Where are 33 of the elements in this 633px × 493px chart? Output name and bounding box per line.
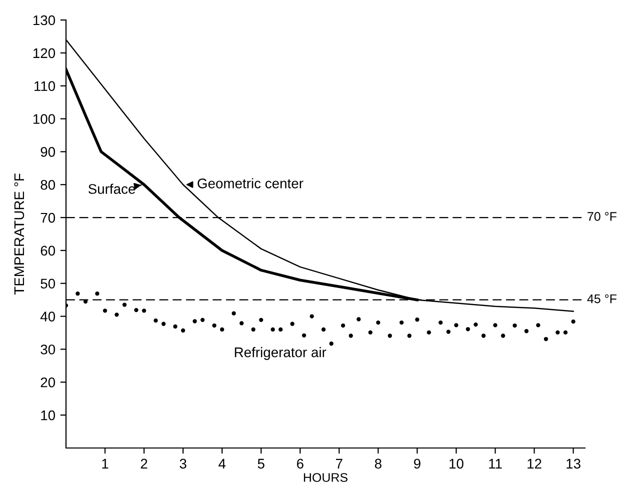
y-tick-label: 40 [40,312,56,322]
y-tick-label: 90 [40,147,56,157]
ref-line-label: 45 °F [587,294,616,304]
x-tick-label: 8 [374,458,382,469]
y-tick-label: 120 [33,48,56,58]
y-tick-label: 30 [40,344,56,354]
x-tick-label: 6 [296,458,304,469]
y-tick-label: 130 [33,15,56,26]
y-tick-label: 20 [40,377,56,388]
x-tick-label: 10 [450,458,464,469]
x-tick-label: 1 [102,458,108,468]
x-axis-title: HOURS [304,473,348,482]
x-tick-label: 2 [140,458,148,468]
ref-line-label: 70 °F [588,212,616,221]
x-tick-label: 3 [180,458,186,469]
y-tick-label: 80 [40,180,56,190]
y-tick-label: 100 [33,114,56,124]
y-tick-label: 70 [40,212,56,223]
y-axis-title: TEMPERATURE °F [14,174,24,295]
x-tick-label: 7 [336,458,342,468]
x-tick-label: 5 [258,458,264,469]
series-label: Surface [88,184,136,194]
x-tick-label: 12 [528,458,542,468]
x-tick-label: 13 [566,458,580,469]
x-tick-label: 11 [489,458,502,468]
x-tick-label: 4 [218,458,226,468]
legend-label: Geometric center [198,178,304,188]
y-tick-label: 60 [40,246,56,256]
y-tick-label: 110 [34,81,56,92]
x-tick-label: 9 [414,458,420,469]
series-label: Refrigerator air [234,347,326,360]
y-tick-label: 10 [41,410,56,420]
y-tick-label: 50 [40,278,56,289]
